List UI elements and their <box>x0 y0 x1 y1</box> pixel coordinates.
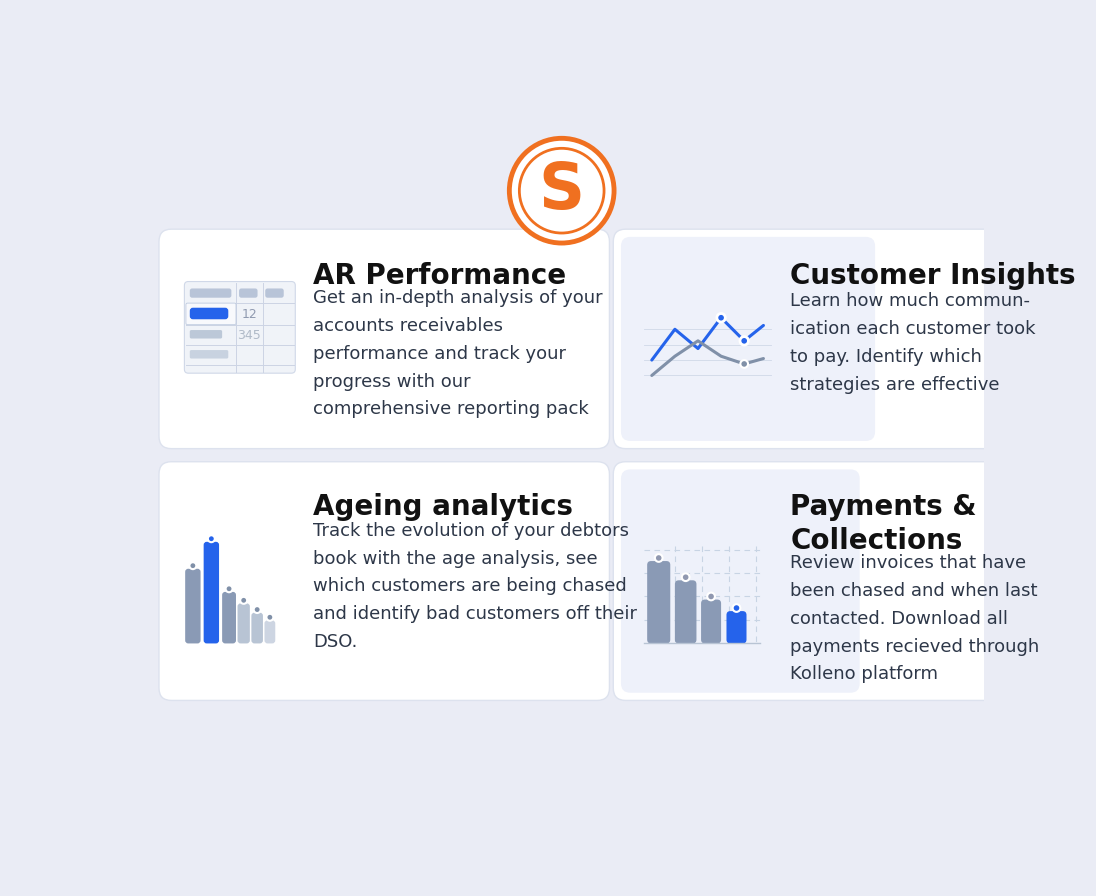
FancyBboxPatch shape <box>238 603 250 643</box>
Text: Customer Insights: Customer Insights <box>790 262 1076 289</box>
Circle shape <box>707 592 715 600</box>
Text: 12: 12 <box>241 308 256 321</box>
FancyBboxPatch shape <box>727 611 746 643</box>
Circle shape <box>740 337 749 345</box>
Circle shape <box>682 573 689 582</box>
Circle shape <box>510 138 614 243</box>
FancyBboxPatch shape <box>701 599 721 643</box>
FancyBboxPatch shape <box>190 289 231 297</box>
FancyBboxPatch shape <box>265 289 284 297</box>
FancyBboxPatch shape <box>159 461 609 701</box>
Text: Ageing analytics: Ageing analytics <box>313 493 573 521</box>
FancyBboxPatch shape <box>621 237 875 441</box>
FancyBboxPatch shape <box>185 569 201 643</box>
Circle shape <box>266 614 273 621</box>
FancyBboxPatch shape <box>159 229 609 449</box>
FancyBboxPatch shape <box>614 461 1091 701</box>
Circle shape <box>717 314 726 322</box>
FancyBboxPatch shape <box>614 229 1091 449</box>
FancyBboxPatch shape <box>190 330 222 339</box>
Circle shape <box>732 604 740 612</box>
Circle shape <box>190 562 196 569</box>
Text: 345: 345 <box>237 329 261 342</box>
Text: Payments &
Collections: Payments & Collections <box>790 493 977 556</box>
FancyBboxPatch shape <box>190 307 228 319</box>
FancyBboxPatch shape <box>204 542 219 643</box>
Circle shape <box>740 360 749 367</box>
Text: Track the evolution of your debtors
book with the age analysis, see
which custom: Track the evolution of your debtors book… <box>313 521 637 651</box>
FancyBboxPatch shape <box>647 561 671 643</box>
FancyBboxPatch shape <box>264 620 275 643</box>
FancyBboxPatch shape <box>222 592 236 643</box>
FancyBboxPatch shape <box>251 613 263 643</box>
FancyBboxPatch shape <box>675 581 696 643</box>
FancyBboxPatch shape <box>184 281 295 373</box>
Text: Learn how much commun-
ication each customer took
to pay. Identify which
strateg: Learn how much commun- ication each cust… <box>790 292 1036 393</box>
Circle shape <box>226 585 232 592</box>
Circle shape <box>240 597 248 604</box>
FancyBboxPatch shape <box>190 350 228 358</box>
FancyBboxPatch shape <box>621 470 859 693</box>
Circle shape <box>655 554 663 562</box>
Circle shape <box>253 606 261 613</box>
Text: S: S <box>539 159 584 221</box>
Circle shape <box>208 535 215 542</box>
Text: AR Performance: AR Performance <box>313 262 567 289</box>
FancyBboxPatch shape <box>239 289 258 297</box>
FancyBboxPatch shape <box>186 303 236 324</box>
Text: Review invoices that have
been chased and when last
contacted. Download all
paym: Review invoices that have been chased an… <box>790 554 1040 684</box>
Text: Get an in-depth analysis of your
accounts receivables
performance and track your: Get an in-depth analysis of your account… <box>313 289 603 418</box>
